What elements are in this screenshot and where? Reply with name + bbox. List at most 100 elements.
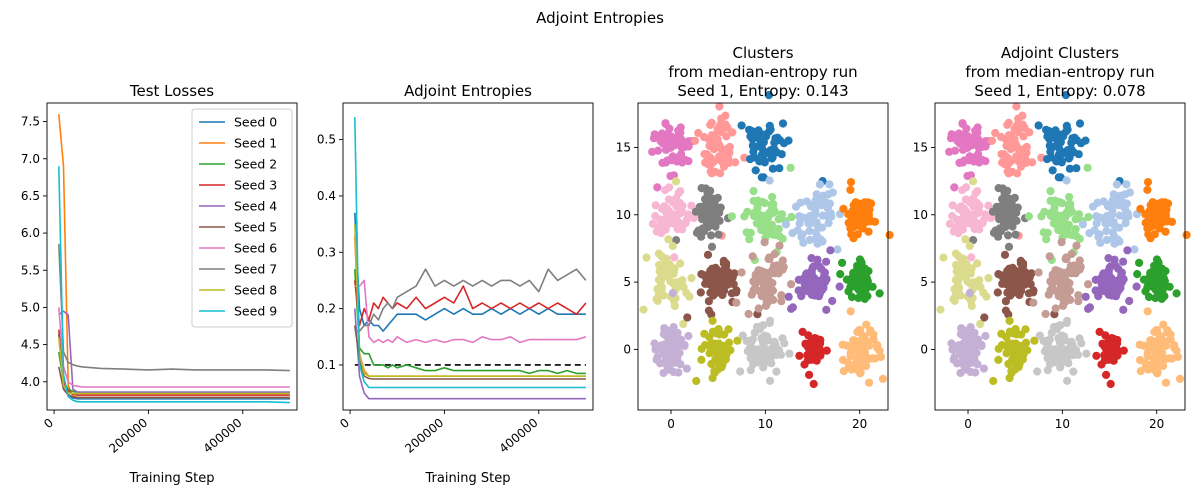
clusters-cluster-point: [787, 304, 796, 313]
adjoint_clusters-cluster-point: [981, 137, 990, 146]
clusters-cluster-point: [791, 202, 801, 211]
adjoint_clusters-cluster-point: [1143, 185, 1152, 194]
adjoint_clusters-xtick-label: 0: [964, 417, 972, 431]
adjoint_clusters-cluster-point: [1107, 334, 1116, 343]
adjoint_clusters-cluster-point: [1154, 202, 1163, 211]
clusters-cluster-point: [723, 280, 733, 289]
clusters-cluster-point: [676, 335, 686, 344]
clusters-cluster-point: [819, 283, 828, 292]
clusters-cluster-point: [701, 184, 710, 193]
clusters-cluster-point: [666, 171, 675, 181]
clusters-cluster-point: [671, 212, 680, 221]
adjoint_clusters-cluster-point: [981, 331, 990, 341]
clusters-cluster-point: [846, 307, 855, 316]
adjoint_clusters-cluster-point: [1072, 241, 1081, 250]
clusters-cluster-point: [755, 157, 764, 166]
clusters-cluster-point: [863, 198, 873, 207]
clusters-cluster-point: [861, 218, 870, 227]
adjoint_clusters-cluster-point: [965, 340, 974, 349]
clusters-cluster-point: [701, 195, 710, 204]
adjoint_clusters-cluster-point: [1020, 123, 1029, 132]
clusters-cluster-point: [707, 242, 717, 251]
adjoint_clusters-cluster-point: [957, 202, 966, 211]
entropies-ytick-label: 0.4: [317, 189, 336, 203]
adjoint_clusters-cluster-point: [996, 132, 1006, 142]
clusters-cluster-point: [853, 261, 862, 270]
adjoint_clusters-cluster-point: [1104, 350, 1113, 360]
clusters-cluster-point: [639, 305, 648, 314]
adjoint_clusters-cluster-point: [1052, 157, 1061, 166]
clusters-cluster-point: [748, 252, 757, 261]
adjoint_clusters-cluster-point: [1015, 155, 1024, 164]
losses-xtick-label: 200000: [106, 416, 150, 456]
adjoint_clusters-cluster-point: [1075, 119, 1085, 128]
adjoint_clusters-cluster-point: [963, 143, 972, 152]
adjoint_clusters-cluster-point: [1105, 283, 1114, 292]
clusters-cluster-point: [775, 241, 784, 250]
adjoint_clusters-cluster-point: [1061, 228, 1070, 237]
entropies-series-line-seed-7: [354, 268, 587, 332]
clusters-cluster-point: [825, 199, 835, 208]
adjoint_clusters-cluster-point: [1050, 203, 1059, 212]
clusters-cluster-point: [663, 211, 672, 220]
adjoint_clusters-title-line: Seed 1, Entropy: 0.078: [974, 82, 1145, 100]
adjoint_clusters-cluster-point: [945, 219, 955, 228]
clusters-cluster-point: [758, 197, 767, 207]
adjoint_clusters-cluster-point: [966, 198, 975, 207]
clusters-cluster-point: [668, 340, 677, 349]
adjoint_clusters-cluster-point: [973, 151, 982, 161]
clusters-cluster-point: [772, 367, 781, 376]
clusters-cluster-point: [875, 289, 884, 298]
adjoint_clusters-cluster-point: [959, 361, 969, 370]
clusters-cluster-point: [651, 345, 660, 354]
adjoint_clusters-cluster-point: [1143, 178, 1153, 187]
clusters-cluster-point: [770, 207, 780, 216]
adjoint_clusters-cluster-point: [1124, 212, 1133, 221]
clusters-cluster-point: [838, 258, 847, 267]
entropies-ytick-label: 0.1: [317, 358, 336, 372]
adjoint_clusters-cluster-point: [1122, 199, 1131, 208]
adjoint_clusters-cluster-point: [956, 291, 965, 300]
clusters-cluster-point: [839, 367, 848, 376]
adjoint_clusters-cluster-point: [1103, 200, 1112, 209]
adjoint_clusters-cluster-point: [1055, 197, 1064, 207]
clusters-cluster-point: [847, 219, 856, 228]
losses-series-line-seed-9: [58, 166, 290, 404]
clusters-cluster-point: [798, 230, 807, 239]
adjoint_clusters-cluster-point: [1071, 269, 1080, 278]
adjoint_clusters-cluster-point: [998, 184, 1007, 193]
clusters-cluster-point: [714, 325, 723, 334]
clusters-cluster-point: [745, 235, 754, 244]
losses-xtick-label: 400000: [201, 416, 245, 456]
losses-legend-label: Seed 5: [234, 220, 277, 235]
adjoint_clusters-cluster-point: [1001, 222, 1010, 232]
clusters-cluster-point: [853, 327, 862, 337]
clusters-cluster-point: [653, 183, 662, 192]
entropies-plot-area: [343, 103, 593, 410]
adjoint_clusters-cluster-point: [960, 326, 969, 335]
clusters-cluster-point: [766, 376, 775, 385]
clusters-cluster-point: [754, 266, 763, 275]
adjoint_clusters-cluster-point: [1045, 352, 1054, 361]
adjoint_clusters-cluster-point: [1051, 134, 1060, 143]
clusters-cluster-point: [768, 192, 777, 202]
adjoint_clusters-cluster-point: [1084, 280, 1093, 289]
clusters-cluster-point: [661, 158, 671, 167]
adjoint_clusters-cluster-point: [1111, 349, 1120, 358]
adjoint_clusters-cluster-point: [1050, 209, 1059, 218]
adjoint_clusters-cluster-point: [1157, 292, 1167, 301]
clusters-cluster-point: [724, 338, 734, 347]
adjoint_clusters-cluster-point: [979, 215, 988, 224]
clusters-title-line: Seed 1, Entropy: 0.143: [677, 82, 848, 100]
adjoint_clusters-cluster-point: [1152, 221, 1161, 230]
losses-ytick-label: 4.5: [21, 338, 40, 352]
losses-legend-label: Seed 4: [234, 199, 277, 214]
clusters-cluster-point: [715, 208, 724, 217]
adjoint_clusters-cluster-point: [973, 335, 983, 344]
clusters-cluster-point: [727, 212, 737, 221]
adjoint_clusters-cluster-point: [982, 292, 991, 301]
clusters-cluster-point: [864, 267, 873, 276]
adjoint_clusters-cluster-point: [1005, 373, 1014, 383]
clusters-cluster-point: [749, 360, 758, 369]
